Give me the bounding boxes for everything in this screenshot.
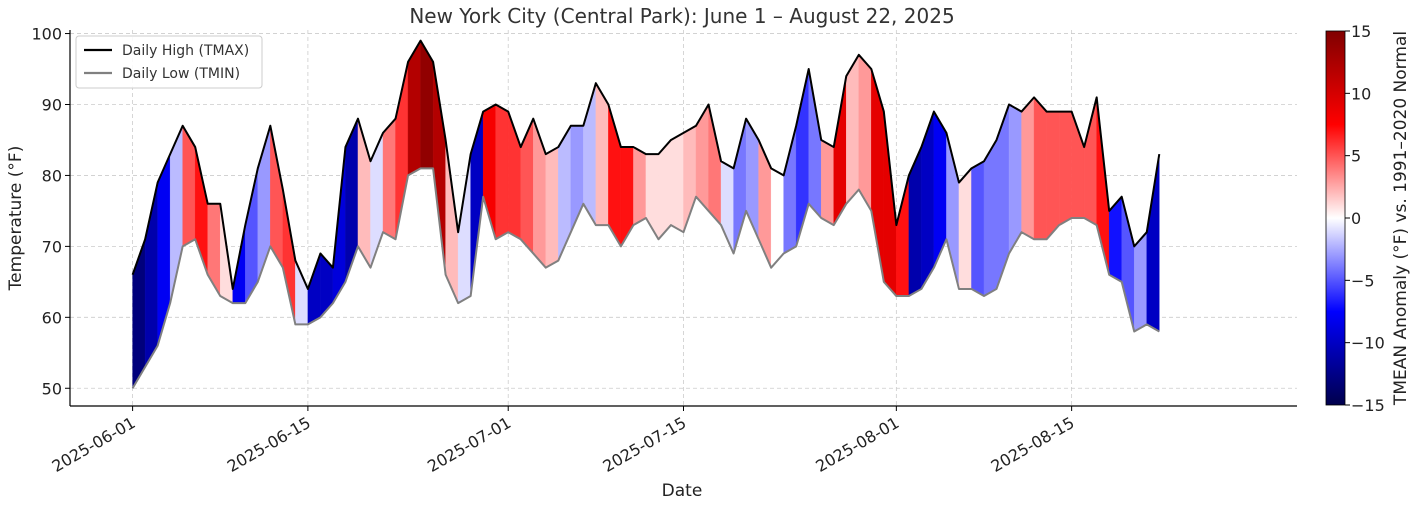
anomaly-band [1146, 154, 1160, 332]
colorbar-tick-label: 10 [1351, 84, 1371, 103]
anomaly-band [320, 252, 334, 318]
x-tick-label: 2025-08-15 [988, 413, 1078, 476]
anomaly-band [495, 104, 509, 240]
colorbar-tick-label: 5 [1351, 147, 1361, 166]
x-tick-label: 2025-06-15 [224, 413, 314, 476]
anomaly-band [1134, 231, 1147, 332]
y-tick-label: 50 [42, 379, 62, 398]
chart-title: New York City (Central Park): June 1 – A… [409, 4, 954, 28]
y-tick-label: 60 [42, 308, 62, 327]
anomaly-band [645, 153, 659, 241]
legend-box [75, 35, 263, 89]
colorbar-ticks: −15 −10 −5 0 5 10 15 [1345, 22, 1385, 415]
y-tick-label: 70 [42, 237, 62, 256]
anomaly-band [633, 146, 647, 226]
colorbar-tick-label: −15 [1351, 396, 1385, 415]
y-axis-label: Temperature (°F) [6, 146, 26, 292]
x-axis-label: Date [662, 481, 703, 501]
anomaly-band [958, 167, 972, 290]
anomaly-band [971, 160, 985, 297]
colorbar-label: TMEAN Anomaly (°F) vs. 1991–2020 Normal [1391, 31, 1411, 406]
anomaly-band [207, 203, 221, 297]
tmax-line [131, 39, 1161, 290]
y-tick-label: 100 [31, 25, 62, 44]
anomaly-band [295, 260, 309, 325]
anomaly-band [595, 82, 609, 226]
anomaly-band [858, 54, 872, 212]
anomaly-band [896, 175, 910, 297]
legend-label-tmax: Daily High (TMAX) [122, 43, 249, 59]
anomaly-band [520, 118, 534, 254]
colorbar [1325, 30, 1346, 406]
anomaly-band [1121, 196, 1135, 332]
anomaly-band [758, 139, 772, 268]
anomaly-band [708, 104, 722, 226]
y-tick-label: 90 [42, 95, 62, 114]
colorbar-tick-label: 15 [1351, 22, 1371, 41]
x-tick-label: 2025-07-15 [599, 413, 689, 476]
anomaly-band [1008, 104, 1022, 255]
legend-label-tmin: Daily Low (TMIN) [122, 66, 240, 82]
anomaly-band [770, 167, 784, 269]
colorbar-tick-label: −10 [1351, 334, 1385, 353]
anomaly-band [382, 118, 396, 240]
series-lines [131, 39, 1161, 389]
anomaly-band [921, 111, 935, 290]
x-tick-label: 2025-06-01 [49, 413, 139, 476]
anomaly-band [670, 132, 684, 233]
anomaly-band [846, 54, 859, 205]
anomaly-band [833, 76, 847, 226]
anomaly-band [407, 39, 421, 176]
anomaly-band [695, 103, 709, 212]
anomaly-band [620, 146, 634, 248]
anomaly-band [783, 125, 797, 254]
anomaly-band [282, 189, 296, 325]
anomaly-band [658, 139, 672, 240]
x-axis-ticks: 2025-06-01 2025-06-15 2025-07-01 2025-07-15… [49, 406, 1078, 476]
anomaly-band [457, 154, 471, 304]
anomaly-band [545, 146, 559, 269]
anomaly-band [808, 68, 822, 219]
anomaly-band [533, 118, 546, 269]
anomaly-band [1058, 111, 1072, 226]
anomaly-band [432, 61, 446, 275]
anomaly-band [558, 125, 572, 261]
anomaly-band [270, 125, 284, 269]
x-tick-label: 2025-08-01 [812, 413, 902, 476]
anomaly-band [132, 239, 146, 389]
anomaly-band [1083, 97, 1097, 226]
anomaly-band [307, 253, 321, 325]
tmin-line [131, 167, 1160, 389]
colorbar-tick-label: −5 [1351, 271, 1375, 290]
anomaly-band [1046, 111, 1060, 240]
anomaly-band [1021, 96, 1035, 240]
x-tick-label: 2025-07-01 [424, 413, 514, 476]
colorbar-tick-label: 0 [1351, 209, 1361, 228]
legend: Daily High (TMAX) Daily Low (TMIN) [75, 35, 263, 89]
y-tick-label: 80 [42, 166, 62, 185]
anomaly-band [1033, 96, 1047, 240]
anomaly-band [821, 139, 834, 226]
anomaly-band [983, 139, 997, 297]
anomaly-band [245, 168, 259, 304]
y-axis-ticks: 50 60 70 80 90 100 [31, 25, 70, 398]
